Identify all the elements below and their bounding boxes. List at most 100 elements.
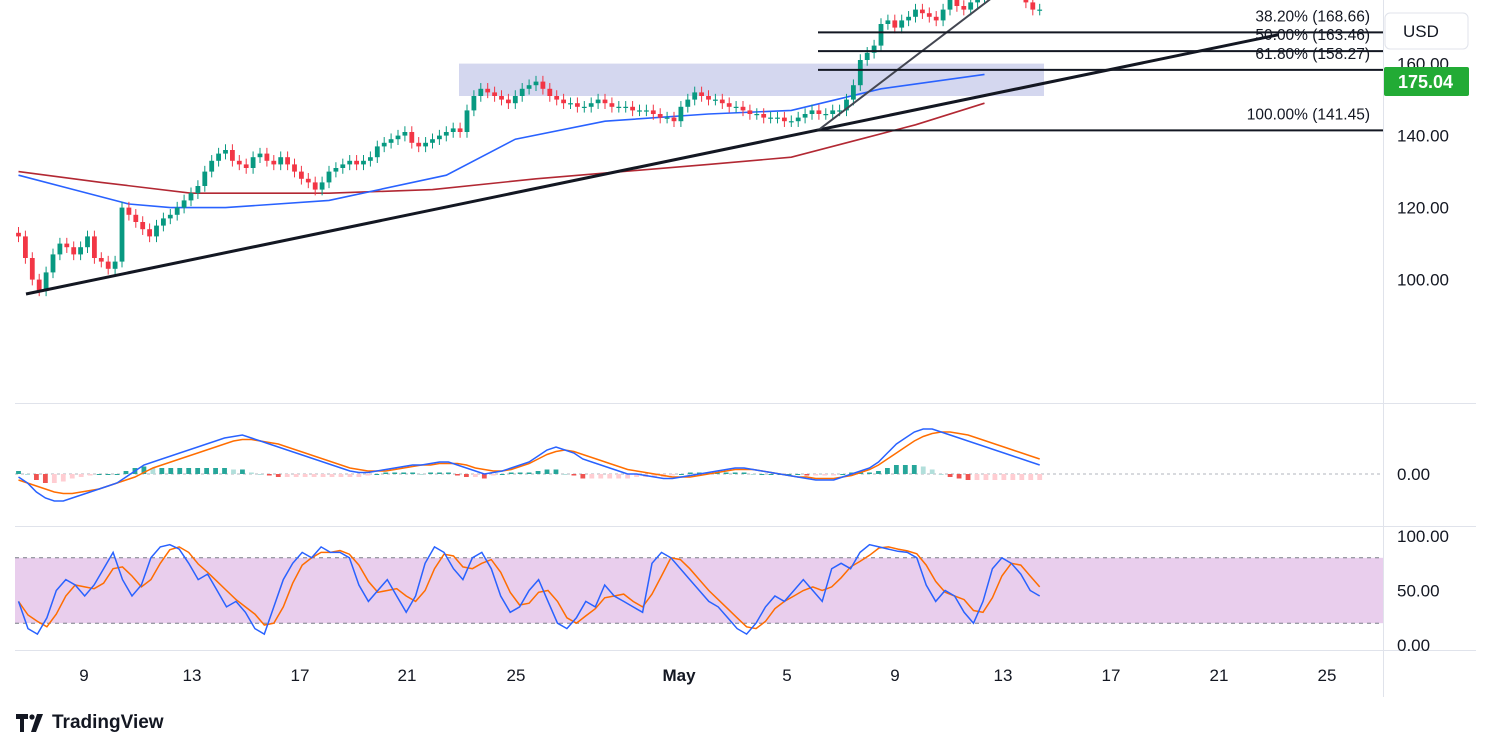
candle — [519, 88, 525, 96]
macd-histogram-bar — [204, 468, 210, 474]
macd-histogram-bar — [625, 474, 631, 479]
fib-level-label: 50.00% (163.46) — [1255, 27, 1370, 44]
candle — [609, 103, 615, 107]
macd-histogram-bar — [42, 474, 48, 483]
macd-histogram-bar — [965, 474, 971, 480]
stoch-axis-tick-label: 50.00 — [1397, 582, 1440, 601]
candle — [802, 114, 808, 118]
candle — [78, 247, 83, 255]
ascending-trendline — [25, 33, 1279, 296]
macd-histogram-bar — [678, 474, 684, 475]
resistance-zone — [459, 63, 1044, 96]
macd-histogram-bar — [580, 474, 586, 479]
macd-histogram-bar — [463, 474, 469, 477]
candle — [575, 103, 580, 107]
macd-histogram-bar — [34, 474, 39, 480]
candle — [913, 9, 918, 17]
candle — [264, 153, 270, 161]
candle — [71, 247, 77, 255]
macd-histogram-bar — [293, 474, 299, 477]
macd-histogram-bar — [983, 474, 989, 480]
time-axis-tick-label: 25 — [507, 666, 526, 685]
candle — [430, 139, 435, 143]
currency-box[interactable] — [1384, 12, 1469, 50]
candle — [23, 236, 28, 258]
candle — [657, 114, 663, 118]
candle — [140, 222, 146, 230]
candle — [754, 114, 760, 116]
stoch-axis-tick-label: 0.00 — [1397, 636, 1430, 655]
candle — [388, 139, 394, 143]
macd-histogram-bar — [383, 472, 389, 474]
candle — [623, 106, 629, 108]
price-axis-tick-label: 140.00 — [1397, 127, 1449, 146]
macd-histogram-bar — [876, 471, 881, 474]
price-axis-tick-label: 120.00 — [1397, 199, 1449, 218]
macd-histogram-bar — [257, 474, 263, 475]
candle — [319, 182, 325, 190]
candle — [713, 99, 718, 101]
candle — [423, 142, 428, 147]
tradingview-logo[interactable]: TradingView — [16, 712, 164, 734]
stoch-d-line — [17, 546, 1041, 630]
candle — [795, 117, 801, 122]
macd-histogram-bar — [544, 469, 550, 474]
macd-histogram-bar — [974, 474, 980, 480]
candle — [154, 225, 159, 237]
candle — [747, 110, 753, 114]
candle — [312, 182, 318, 190]
price-axis-tick-label: 100.00 — [1397, 271, 1449, 290]
time-axis-tick-label: 21 — [398, 666, 417, 685]
candle — [43, 272, 49, 291]
macd-histogram-bar — [16, 471, 21, 474]
candle — [299, 171, 304, 179]
macd-histogram-bar — [320, 474, 326, 477]
candle — [837, 110, 842, 112]
candle — [954, 0, 960, 6]
candle — [816, 110, 822, 114]
macd-histogram-bar — [517, 472, 523, 474]
candle — [492, 92, 497, 96]
macd-histogram-bar — [25, 474, 30, 475]
candle — [864, 52, 870, 60]
macd-histogram-bar — [750, 474, 756, 475]
candle — [1023, 0, 1029, 3]
macd-histogram-bar — [1010, 474, 1016, 480]
candle — [230, 150, 235, 161]
macd-histogram-bar — [159, 468, 165, 474]
macd-histogram-bar — [96, 474, 102, 475]
candle — [361, 160, 366, 165]
macd-histogram-bar — [607, 474, 613, 479]
macd-histogram-bar — [51, 474, 57, 483]
candle — [906, 16, 911, 21]
macd-histogram-bar — [69, 474, 75, 479]
candle — [547, 88, 553, 96]
candle — [285, 157, 290, 165]
candle — [892, 20, 898, 28]
macd-histogram-bar — [392, 472, 398, 474]
macd-histogram-bar — [1001, 474, 1007, 480]
candle — [57, 243, 63, 255]
candle — [457, 128, 463, 132]
candle — [395, 135, 401, 140]
candle — [98, 258, 104, 262]
macd-histogram-bar — [231, 469, 236, 474]
candle — [174, 207, 180, 215]
macd-histogram-bar — [652, 474, 657, 477]
candle — [885, 20, 891, 24]
macd-histogram-bar — [822, 474, 828, 476]
candle — [740, 106, 746, 111]
candle — [402, 132, 408, 136]
macd-histogram-bar — [249, 472, 254, 474]
candle — [768, 117, 773, 119]
macd-histogram-bar — [195, 468, 201, 474]
macd-histogram-bar — [141, 466, 147, 474]
candle — [899, 20, 905, 28]
tradingview-logo-icon — [16, 714, 43, 732]
candle — [250, 157, 256, 168]
macd-histogram-bar — [508, 472, 514, 474]
candle — [36, 279, 42, 291]
candle — [726, 103, 732, 107]
candle — [926, 13, 932, 17]
